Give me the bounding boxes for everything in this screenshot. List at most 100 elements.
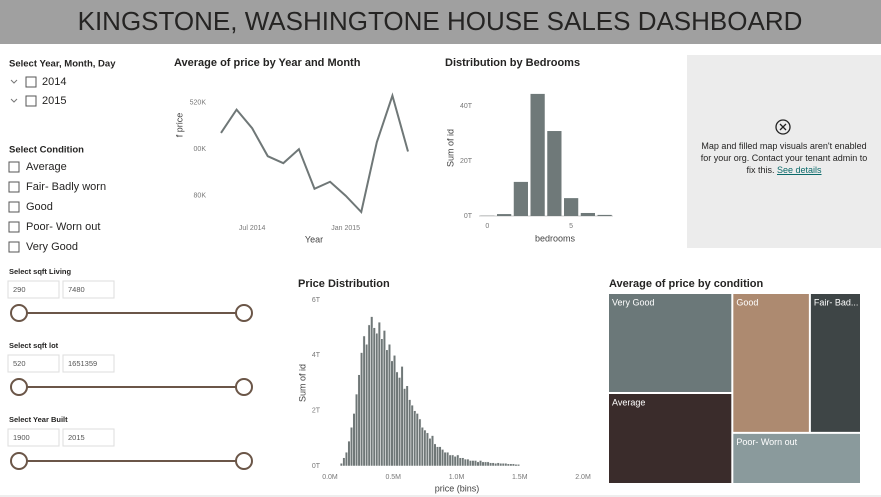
map-message-text: Map and filled map visuals aren't enable… <box>700 141 868 175</box>
range-min: 520 <box>13 359 26 368</box>
histogram-bar <box>494 462 498 467</box>
error-icon-x <box>779 123 787 131</box>
histogram-bar <box>344 451 348 467</box>
histogram-bar <box>446 451 450 467</box>
histogram-bar <box>448 454 452 467</box>
slider-handle[interactable] <box>235 304 253 322</box>
treemap-tile <box>609 294 732 392</box>
histogram-bar <box>362 335 366 467</box>
y-tick-label: 2T <box>312 408 321 415</box>
range-min-box[interactable] <box>7 428 60 447</box>
checkbox[interactable] <box>8 201 20 213</box>
range-max-box[interactable] <box>62 428 115 447</box>
slider-handle[interactable] <box>235 378 253 396</box>
treemap-tile <box>733 433 860 483</box>
histogram-bar <box>506 463 510 467</box>
histogram-bar <box>415 413 419 467</box>
histogram-bar <box>433 443 437 467</box>
chevron <box>10 79 18 84</box>
histogram-bar <box>486 461 490 467</box>
histogram-bar <box>405 385 409 467</box>
tile-label: Poor- Worn out <box>736 437 797 447</box>
error-icon <box>775 119 791 135</box>
slider-handle[interactable] <box>235 452 253 470</box>
title-bar <box>0 0 881 44</box>
slicer-option: Poor- Worn out <box>26 221 100 233</box>
x-tick-label: 5 <box>569 223 573 230</box>
histogram-bar <box>430 435 434 467</box>
checkbox[interactable] <box>25 76 37 88</box>
histogram-bar <box>443 451 447 467</box>
bar <box>497 214 512 216</box>
histogram-bar <box>428 438 432 467</box>
map-message: Map and filled map visuals aren't enable… <box>700 140 868 176</box>
histogram-bar <box>473 460 477 467</box>
x-axis-label: bedrooms <box>535 233 576 243</box>
histogram-bar <box>496 462 500 467</box>
bar <box>564 198 579 216</box>
tile-label: Good <box>736 297 758 307</box>
histogram-bar <box>410 404 414 467</box>
histogram-bar <box>370 316 374 467</box>
histogram-bar <box>360 352 364 467</box>
checkbox[interactable] <box>8 241 20 253</box>
histogram-bar <box>372 327 376 467</box>
histogram-bar <box>365 344 369 467</box>
checkbox[interactable] <box>8 161 20 173</box>
y-tick-label: 520K <box>190 99 207 106</box>
histogram-bar <box>511 463 515 467</box>
slicer-option: Fair- Badly worn <box>26 181 106 193</box>
range-max-box[interactable] <box>62 354 115 373</box>
x-tick-label: 1.5M <box>512 474 528 481</box>
checkbox[interactable] <box>25 95 37 107</box>
range-max: 2015 <box>68 433 85 442</box>
histogram-bar <box>514 464 518 467</box>
chart-title: Average of price by condition <box>609 278 764 290</box>
tile-label: Very Good <box>612 297 655 307</box>
slicer-option: Good <box>26 201 53 213</box>
histogram-bar <box>387 344 391 467</box>
slicer-option: Average <box>26 161 67 173</box>
histogram-bar <box>438 446 442 467</box>
bar <box>597 214 612 216</box>
bar <box>547 131 562 216</box>
range-min: 290 <box>13 285 26 294</box>
histogram-bar <box>403 388 407 467</box>
histogram-bar <box>377 321 381 467</box>
chart-title: Average of price by Year and Month <box>174 57 361 69</box>
treemap-tile <box>609 393 732 483</box>
y-tick-label: 00K <box>194 146 207 153</box>
y-axis-label: f price <box>174 113 184 138</box>
range-label: Select Year Built <box>9 415 68 424</box>
histogram-bar <box>436 446 440 467</box>
range-label: Select sqft Living <box>9 267 72 276</box>
x-tick-label: 0.0M <box>322 474 338 481</box>
map-link[interactable]: See details <box>777 165 822 175</box>
histogram-bar <box>375 332 379 467</box>
checkbox[interactable] <box>8 181 20 193</box>
slider-handle[interactable] <box>10 378 28 396</box>
slider-handle[interactable] <box>10 304 28 322</box>
x-tick-label: 0.5M <box>385 474 401 481</box>
x-axis-label: Year <box>305 234 323 244</box>
histogram-bar <box>466 458 470 467</box>
line <box>220 92 409 215</box>
range-min: 1900 <box>13 433 30 442</box>
histogram-bar <box>458 457 462 467</box>
histogram-bar <box>382 330 386 467</box>
histogram-bar <box>423 429 427 467</box>
histogram-bar <box>471 460 475 467</box>
y-tick-label: 40T <box>460 103 473 110</box>
histogram-bar <box>392 355 397 467</box>
histogram-bar <box>476 461 480 467</box>
slider-handle[interactable] <box>10 452 28 470</box>
range-min-box[interactable] <box>7 354 60 373</box>
range-min-box[interactable] <box>7 280 60 299</box>
slicer-label: Select Condition <box>9 145 84 156</box>
range-max-box[interactable] <box>62 280 115 299</box>
histogram-bar <box>380 338 384 467</box>
checkbox[interactable] <box>8 221 20 233</box>
chart-title: Distribution by Bedrooms <box>445 57 580 69</box>
